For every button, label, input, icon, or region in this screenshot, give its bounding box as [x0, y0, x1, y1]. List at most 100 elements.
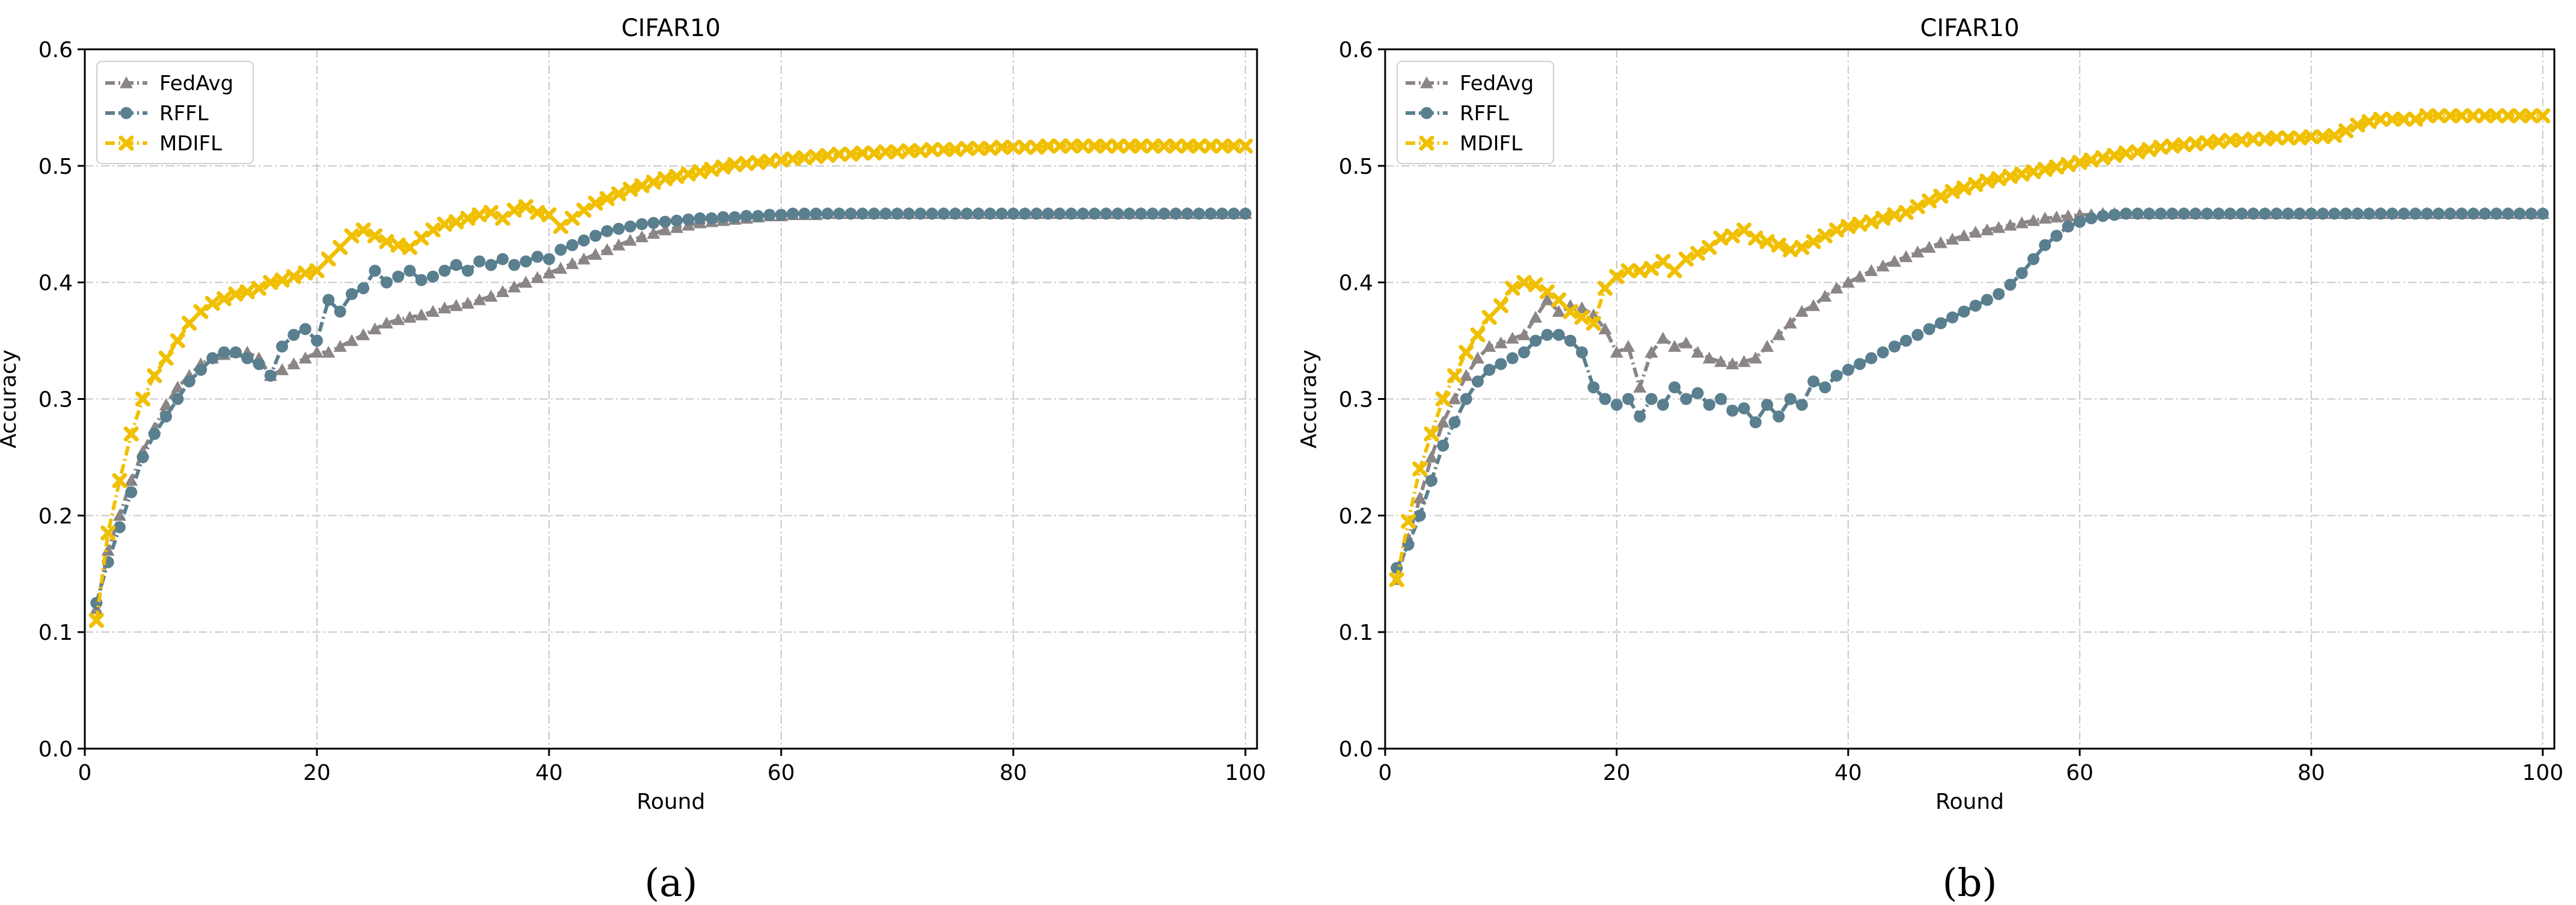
point-mdifl-a-64 [831, 146, 847, 162]
point-mdifl-b-88 [2408, 111, 2423, 127]
point-rffl-a-14 [253, 358, 265, 370]
point-mdifl-a-70 [901, 143, 917, 159]
point-fedavg-b-30 [1737, 355, 1751, 367]
point-rffl-a-96 [1204, 207, 1217, 220]
point-rffl-a-50 [671, 214, 683, 227]
point-mdifl-b-24 [1667, 263, 1682, 278]
point-rffl-a-86 [1088, 207, 1101, 220]
legend-marker-mdifl-a [118, 135, 134, 151]
point-rffl-b-71 [2212, 207, 2225, 220]
point-mdifl-b-54 [2014, 166, 2030, 182]
point-rffl-a-91 [1146, 207, 1159, 220]
point-rffl-b-37 [1819, 381, 1831, 394]
point-rffl-a-51 [682, 213, 695, 225]
point-mdifl-a-31 [449, 214, 464, 230]
point-mdifl-a-48 [646, 174, 662, 190]
point-rffl-a-56 [740, 210, 752, 222]
point-mdifl-a-33 [472, 207, 487, 222]
point-mdifl-b-47 [1933, 188, 1949, 204]
point-mdifl-b-66 [2153, 140, 2169, 155]
point-rffl-b-91 [2444, 207, 2456, 220]
point-fedavg-a-25 [380, 316, 393, 329]
point-fedavg-a-43 [589, 248, 603, 260]
point-rffl-b-23 [1656, 399, 1669, 411]
point-rffl-a-77 [984, 207, 997, 220]
point-rffl-b-52 [1993, 288, 2005, 301]
point-mdifl-a-34 [483, 204, 499, 220]
point-mdifl-b-56 [2037, 162, 2053, 177]
point-rffl-b-43 [1888, 340, 1901, 353]
point-mdifl-b-30 [1736, 222, 1752, 238]
series-rffl-a [90, 207, 1252, 609]
y-tick-label-b-5: 0.5 [1339, 155, 1373, 179]
point-rffl-a-19 [310, 334, 323, 347]
point-mdifl-a-93 [1168, 138, 1184, 154]
point-rffl-a-95 [1193, 207, 1205, 220]
point-mdifl-b-69 [2187, 136, 2203, 152]
legend-box-b [1397, 61, 1554, 164]
point-fedavg-b-2 [1413, 491, 1427, 504]
point-fedavg-b-31 [1748, 351, 1762, 364]
point-rffl-b-16 [1576, 346, 1588, 358]
point-mdifl-a-80 [1017, 140, 1033, 155]
x-tick-label-b-3: 60 [2066, 761, 2094, 785]
point-fedavg-a-20 [322, 345, 336, 358]
series-line-mdifl-a [94, 144, 1246, 621]
y-tick-label-a-1: 0.1 [38, 621, 73, 645]
point-mdifl-b-73 [2234, 132, 2249, 148]
x-tick-label-b-4: 80 [2298, 761, 2325, 785]
point-rffl-b-89 [2421, 207, 2433, 220]
series-mdifl-a [88, 138, 1253, 628]
x-tick-label-a-5: 100 [1225, 761, 1266, 785]
point-mdifl-b-16 [1574, 310, 1590, 325]
point-mdifl-b-7 [1470, 327, 1486, 343]
point-mdifl-b-46 [1922, 193, 1937, 209]
legend-label-fedavg-a: FedAvg [159, 72, 233, 96]
point-mdifl-b-92 [2454, 108, 2470, 123]
point-mdifl-b-4 [1435, 391, 1451, 406]
point-rffl-a-82 [1042, 207, 1054, 220]
point-fedavg-b-54 [2015, 216, 2029, 229]
point-mdifl-a-65 [843, 146, 859, 162]
point-mdifl-b-10 [1505, 280, 1520, 296]
point-rffl-a-92 [1158, 207, 1170, 220]
legend-label-mdifl-b: MDIFL [1460, 132, 1522, 156]
point-mdifl-a-46 [622, 182, 638, 197]
y-tick-label-a-5: 0.5 [38, 155, 73, 179]
point-rffl-a-75 [961, 207, 973, 220]
point-fedavg-b-45 [1911, 245, 1925, 258]
point-rffl-b-96 [2502, 207, 2515, 220]
point-mdifl-b-33 [1771, 238, 1786, 253]
point-mdifl-b-72 [2222, 132, 2238, 148]
point-mdifl-b-86 [2385, 111, 2400, 127]
x-axis-label-b: Round [1935, 790, 2004, 814]
point-mdifl-b-75 [2257, 131, 2273, 147]
point-rffl-a-18 [299, 323, 312, 336]
legend-box-a [96, 61, 254, 164]
point-mdifl-b-58 [2061, 157, 2076, 173]
y-tick-label-b-0: 0.0 [1339, 737, 1373, 762]
point-mdifl-b-12 [1528, 277, 1543, 293]
point-rffl-a-34 [485, 259, 497, 271]
point-fedavg-b-52 [1992, 221, 2006, 233]
point-fedavg-b-10 [1505, 331, 1519, 344]
point-mdifl-a-96 [1203, 138, 1219, 154]
point-fedavg-a-42 [577, 252, 591, 265]
point-mdifl-a-12 [228, 286, 244, 302]
point-mdifl-b-23 [1655, 254, 1671, 269]
point-mdifl-a-91 [1145, 138, 1160, 154]
series-line-rffl-a [94, 212, 1246, 604]
point-fedavg-b-11 [1517, 328, 1531, 340]
point-mdifl-a-27 [402, 240, 417, 256]
point-rffl-a-13 [241, 352, 254, 364]
point-mdifl-a-10 [204, 296, 220, 311]
point-mdifl-b-18 [1597, 280, 1613, 296]
point-rffl-a-40 [555, 244, 567, 256]
point-rffl-b-80 [2317, 207, 2329, 220]
point-mdifl-b-49 [1956, 180, 1972, 196]
point-rffl-b-72 [2224, 207, 2237, 220]
point-mdifl-b-63 [2118, 146, 2134, 161]
point-fedavg-a-36 [507, 280, 521, 293]
y-tick-label-a-3: 0.3 [38, 388, 73, 413]
point-mdifl-b-91 [2442, 108, 2458, 123]
